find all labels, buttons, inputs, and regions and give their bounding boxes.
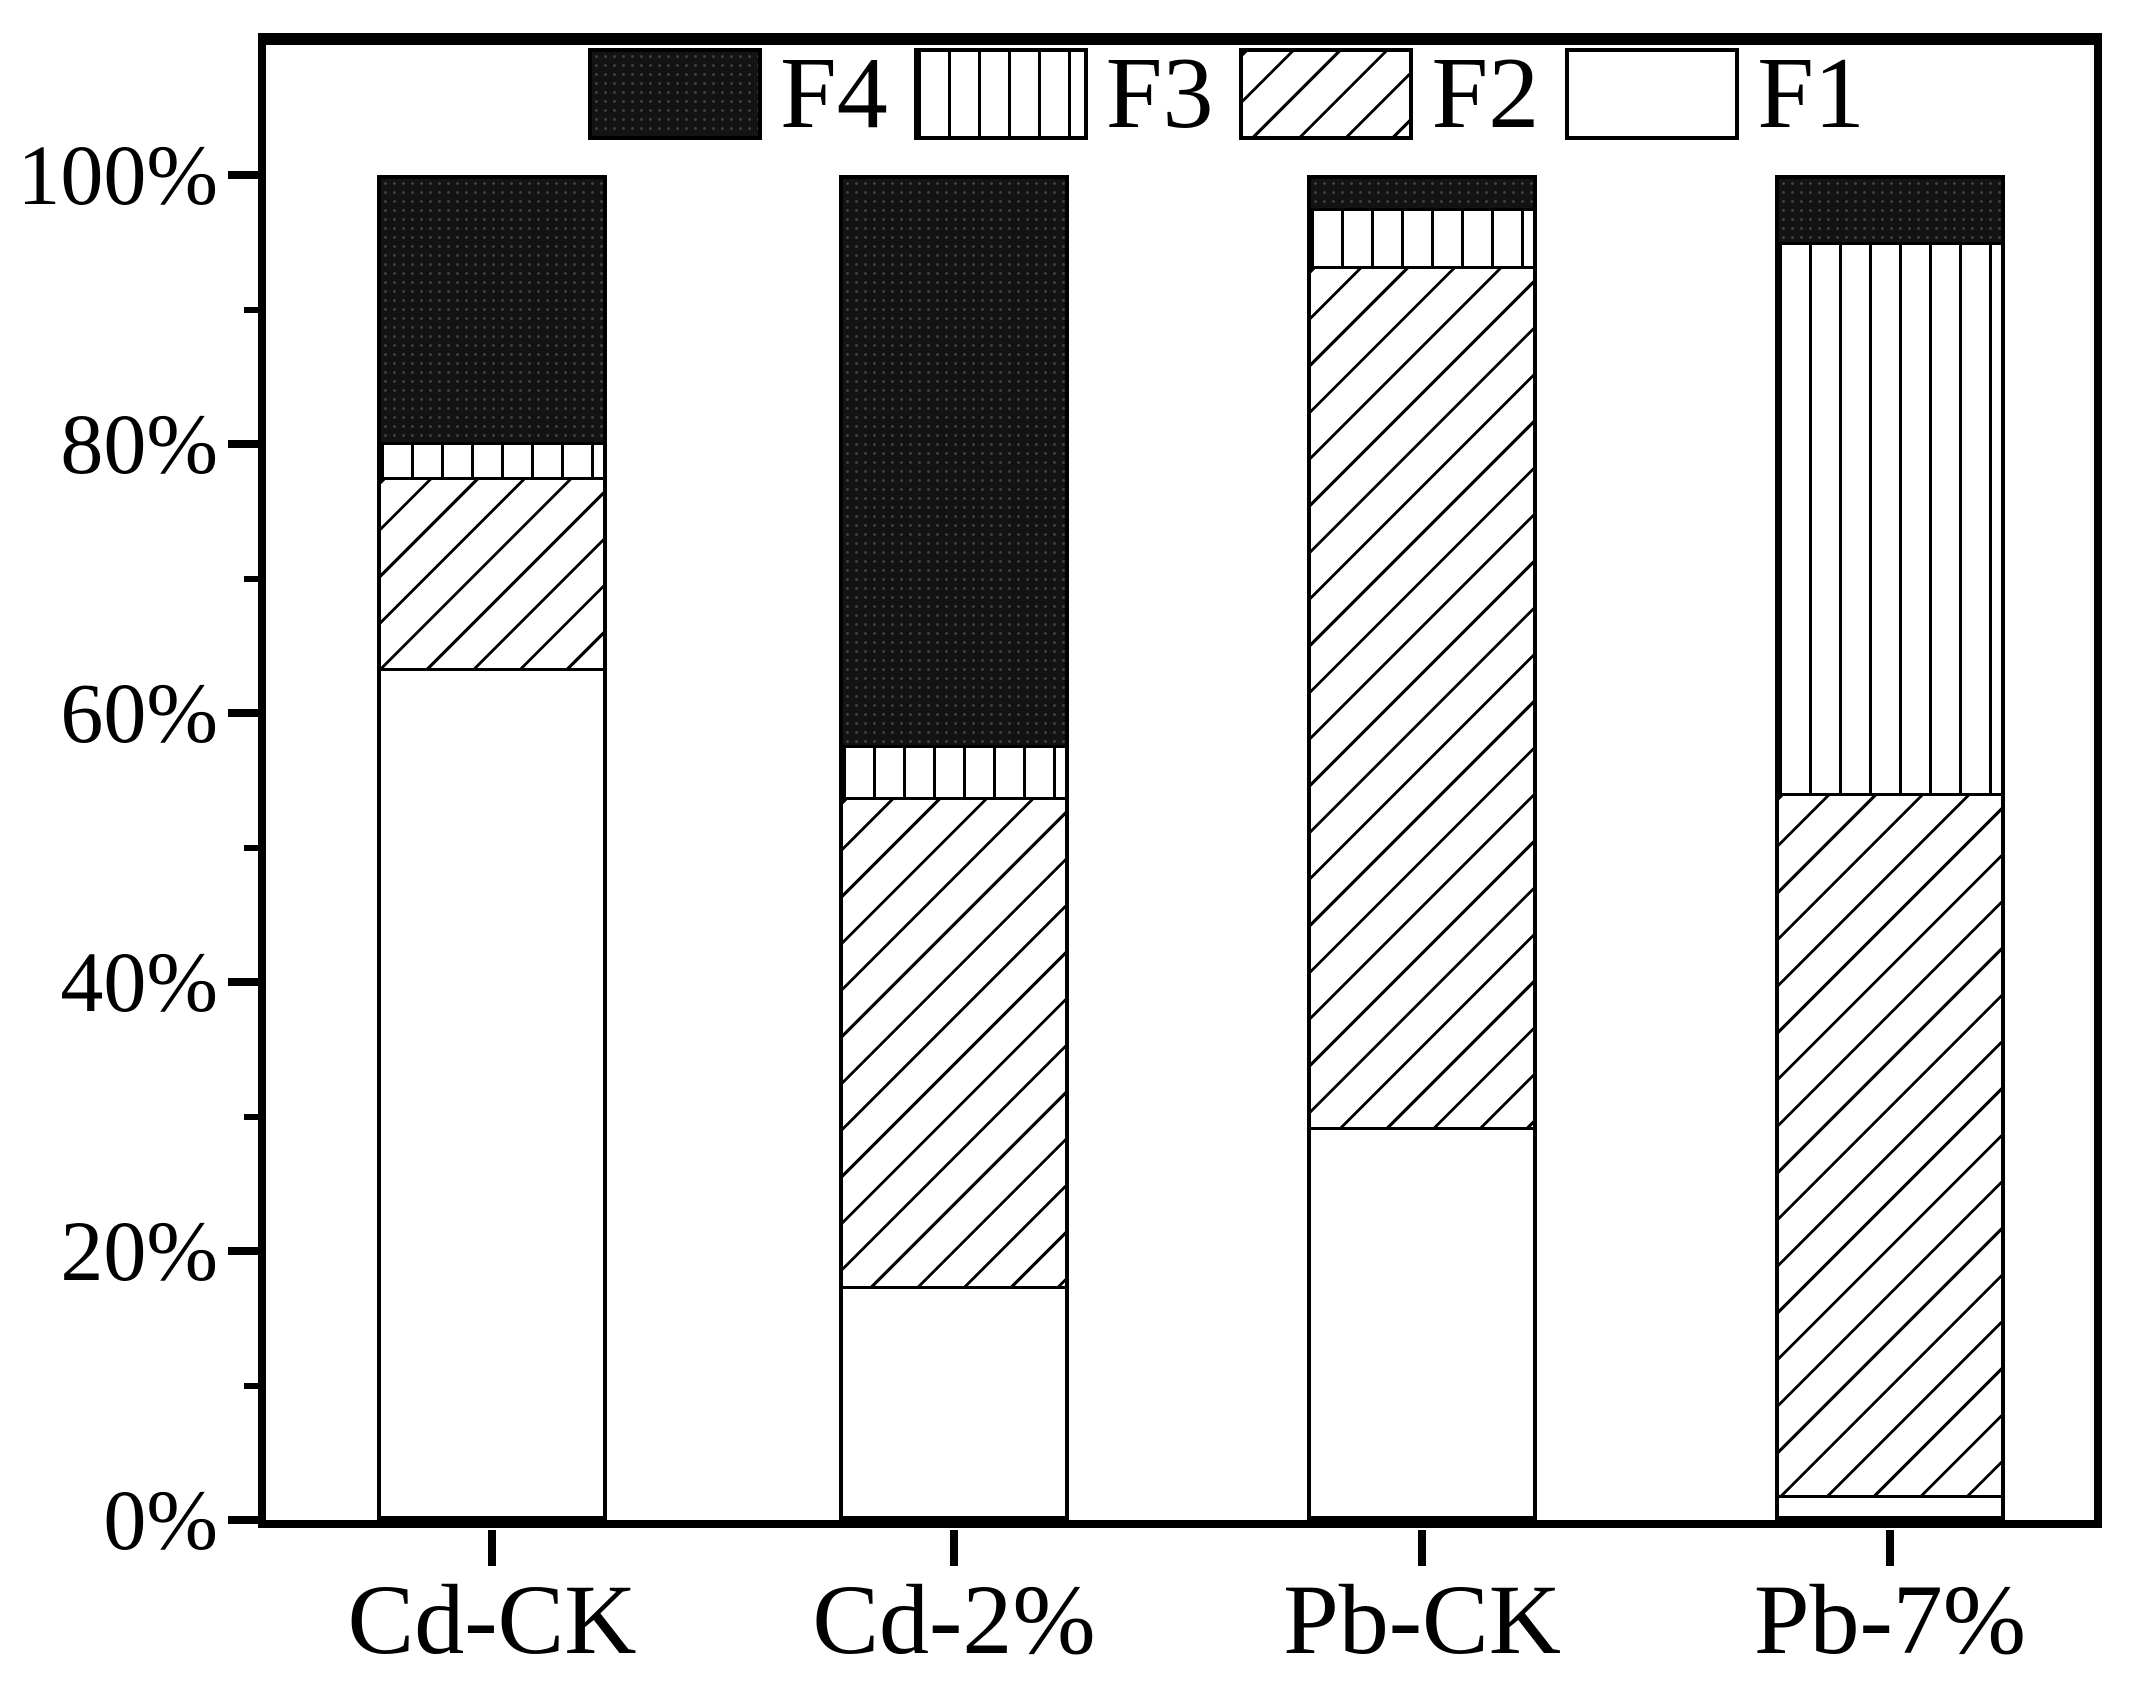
plot-area bbox=[258, 33, 2102, 1528]
y-tick-label: 20% bbox=[60, 1203, 218, 1299]
bar-segment-F3 bbox=[381, 442, 603, 478]
y-axis-minor-tick bbox=[244, 1113, 262, 1120]
y-tick-label: 40% bbox=[60, 934, 218, 1030]
y-axis-major-tick bbox=[228, 1516, 262, 1524]
y-axis-major-tick bbox=[228, 709, 262, 717]
y-tick-label: 60% bbox=[60, 665, 218, 761]
x-tick-label: Pb-CK bbox=[1283, 1564, 1561, 1675]
y-axis-minor-tick bbox=[244, 575, 262, 582]
y-axis-minor-tick bbox=[244, 844, 262, 851]
bar-Pb-CK bbox=[1307, 175, 1537, 1520]
y-tick-label: 100% bbox=[17, 127, 218, 223]
legend-label-F3: F3 bbox=[1105, 37, 1214, 150]
bar-segment-F4 bbox=[1779, 179, 2001, 242]
legend-label-F1: F1 bbox=[1757, 37, 1865, 150]
bar-segment-F3 bbox=[843, 744, 1065, 797]
bar-segment-F4 bbox=[381, 179, 603, 443]
x-axis-tick bbox=[950, 1530, 958, 1566]
y-axis-minor-tick bbox=[244, 1382, 262, 1389]
legend-swatch-F1 bbox=[1565, 48, 1740, 140]
legend-label-F2: F2 bbox=[1431, 37, 1540, 150]
bar-segment-F1 bbox=[1779, 1494, 2001, 1516]
bar-Cd-CK bbox=[377, 175, 607, 1520]
bar-segment-F4 bbox=[1311, 179, 1533, 209]
bar-segment-F1 bbox=[381, 668, 603, 1516]
bar-segment-F2 bbox=[381, 477, 603, 669]
x-axis-tick bbox=[1418, 1530, 1426, 1566]
y-axis-major-tick bbox=[228, 978, 262, 986]
legend-label-F4: F4 bbox=[780, 37, 888, 150]
bar-segment-F3 bbox=[1779, 241, 2001, 793]
y-axis-major-tick bbox=[228, 1247, 262, 1255]
x-tick-label: Cd-CK bbox=[347, 1564, 637, 1675]
x-tick-label: Pb-7% bbox=[1753, 1564, 2027, 1675]
y-axis-major-tick bbox=[228, 171, 262, 179]
x-tick-label: Cd-2% bbox=[812, 1564, 1096, 1675]
legend: F4 F3 F2 F1 bbox=[588, 37, 1891, 150]
bar-segment-F3 bbox=[1311, 208, 1533, 266]
x-axis-tick bbox=[488, 1530, 496, 1566]
x-axis-tick bbox=[1886, 1530, 1894, 1566]
bar-Cd-2% bbox=[839, 175, 1069, 1520]
bar-segment-F1 bbox=[843, 1286, 1065, 1516]
y-tick-label: 80% bbox=[60, 396, 218, 492]
bar-segment-F2 bbox=[1311, 265, 1533, 1127]
bar-segment-F2 bbox=[1779, 792, 2001, 1495]
bar-segment-F4 bbox=[843, 179, 1065, 745]
bar-segment-F2 bbox=[843, 796, 1065, 1287]
bar-segment-F1 bbox=[1311, 1126, 1533, 1516]
bar-Pb-7% bbox=[1775, 175, 2005, 1520]
legend-swatch-F2 bbox=[1239, 48, 1414, 140]
legend-swatch-F4 bbox=[588, 48, 762, 140]
y-axis-major-tick bbox=[228, 440, 262, 448]
y-tick-label: 0% bbox=[103, 1472, 218, 1568]
legend-swatch-F3 bbox=[913, 48, 1088, 140]
y-axis-minor-tick bbox=[244, 306, 262, 313]
